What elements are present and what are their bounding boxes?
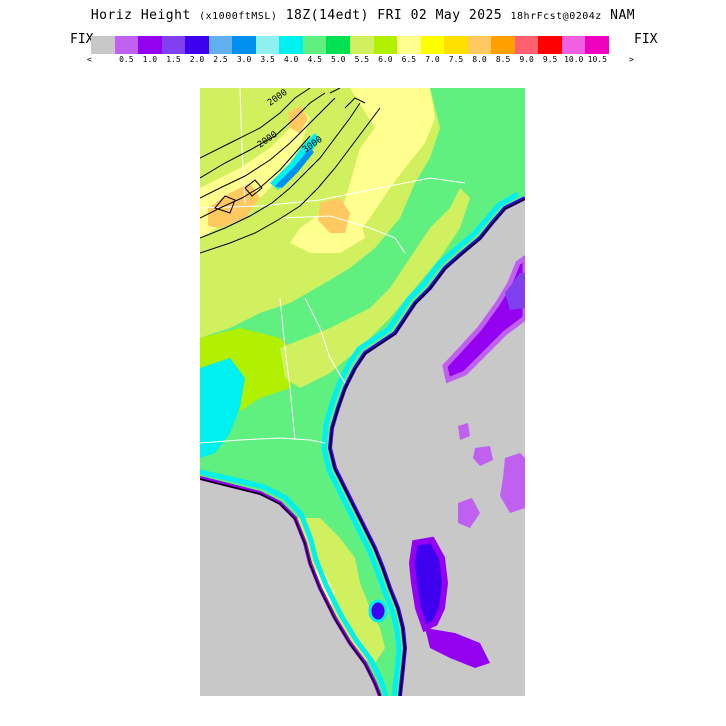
legend-tick-label: 10.0 [564, 55, 584, 64]
legend-tick-label: 8.0 [472, 55, 487, 64]
legend-swatch [373, 36, 398, 54]
coastline-atlantic [329, 198, 525, 696]
field-region-ridge-blue [275, 148, 314, 188]
legend-swatch [302, 36, 327, 54]
legend-swatch [538, 36, 562, 54]
title-forecast: 18hrFcst@0204z [510, 11, 602, 22]
state-border-2 [279, 215, 406, 254]
forecast-map: 2000 3000 2000 [200, 88, 525, 696]
map-title: Horiz Height (x1000ftMSL) 18Z(14edt) FRI… [0, 8, 726, 23]
field-region-mountain-orange [208, 183, 260, 228]
offshore-blob-1 [442, 254, 525, 384]
legend-swatch [161, 36, 186, 54]
legend-swatch [397, 36, 421, 54]
legend-tick-label: 1.0 [142, 55, 158, 64]
state-border-4 [200, 437, 326, 444]
legend-swatch [467, 36, 492, 54]
legend-tick-label: 8.5 [495, 55, 511, 64]
legend-tick-label: 10.5 [587, 55, 607, 64]
offshore-blob-8 [425, 628, 490, 668]
legend-tick-label: 4.0 [283, 55, 299, 64]
legend-tick-label: 2.5 [213, 55, 228, 64]
state-border-3 [304, 297, 346, 384]
legend-swatch [420, 36, 445, 54]
legend-swatch [114, 36, 139, 54]
legend-tick-label: 9.5 [542, 55, 558, 64]
legend-swatch [255, 36, 280, 54]
legend-tick-label: 7.5 [448, 55, 464, 64]
legend-swatch [232, 36, 256, 54]
title-valid-time: 18Z(14edt) FRI 02 May 2025 [285, 8, 503, 23]
legend-swatch [491, 36, 515, 54]
ocean-gulf [200, 478, 380, 696]
legend-swatch [326, 36, 351, 54]
legend-swatch [444, 36, 468, 54]
legend-swatch [279, 36, 303, 54]
legend-tick-label: 5.0 [331, 55, 346, 64]
legend-swatch [561, 36, 586, 54]
state-border-5 [279, 297, 296, 441]
coast-fringe-east-cyan [321, 191, 520, 696]
legend-tick-label: 4.5 [307, 55, 322, 64]
coastline-gulf [200, 478, 381, 696]
ocean-atlantic [330, 198, 525, 696]
legend-swatch [138, 36, 162, 54]
height-contours [200, 88, 381, 254]
field-region-ridge-cyan [270, 133, 320, 190]
legend-tick-label: 6.0 [378, 55, 393, 64]
legend-swatch [514, 36, 539, 54]
legend-tick-label: 1.5 [166, 55, 181, 64]
coast-fringe-gulf-cyan [200, 469, 389, 696]
offshore-blob-7 [473, 446, 493, 466]
offshore-blob-6 [458, 423, 470, 440]
title-model: NAM [610, 8, 636, 23]
lake-okeechobee [368, 599, 388, 623]
legend-swatch [350, 36, 374, 54]
field-region-orange-high [318, 198, 350, 233]
legend-tick-label: 3.5 [260, 55, 275, 64]
title-main: Horiz Height [90, 8, 191, 23]
title-units: (x1000ftMSL) [199, 11, 278, 22]
offshore-blob-4 [500, 453, 525, 513]
legend-tick-label: 7.0 [425, 55, 440, 64]
field-region-central-lime [280, 188, 470, 388]
legend-tick-label: < [87, 55, 92, 64]
offshore-blob-5 [458, 498, 480, 528]
legend-swatch [208, 36, 233, 54]
legend-tick-label: 9.0 [519, 55, 534, 64]
field-region-mountain-orange-2 [288, 106, 308, 133]
field-region-north-yellow [335, 88, 435, 248]
color-legend-bar [91, 36, 610, 54]
legend-tick-label: 6.5 [401, 55, 417, 64]
fix-left-label: FIX [70, 32, 94, 47]
field-region-southwest-cyan [200, 358, 245, 458]
state-border-6 [239, 88, 246, 204]
offshore-blob-2 [505, 273, 525, 310]
map-svg: 2000 3000 2000 [200, 88, 525, 696]
state-border-1 [200, 177, 466, 209]
color-legend-ticks: <0.5 1.0 1.5 2.0 2.5 3.0 3.5 4.0 4.5 5.0 5.5 6.0 6.5… [85, 55, 645, 67]
offshore-blob-3 [408, 536, 449, 633]
legend-tick-label: 3.0 [236, 55, 252, 64]
legend-tick-label: 2.0 [189, 55, 205, 64]
legend-swatch [91, 36, 115, 54]
legend-tick-label: 0.5 [119, 55, 134, 64]
fix-right-label: FIX [634, 32, 658, 47]
legend-swatch [585, 36, 610, 54]
legend-tick-label: > [629, 55, 634, 64]
legend-tick-label: 5.5 [354, 55, 370, 64]
legend-swatch [185, 36, 209, 54]
